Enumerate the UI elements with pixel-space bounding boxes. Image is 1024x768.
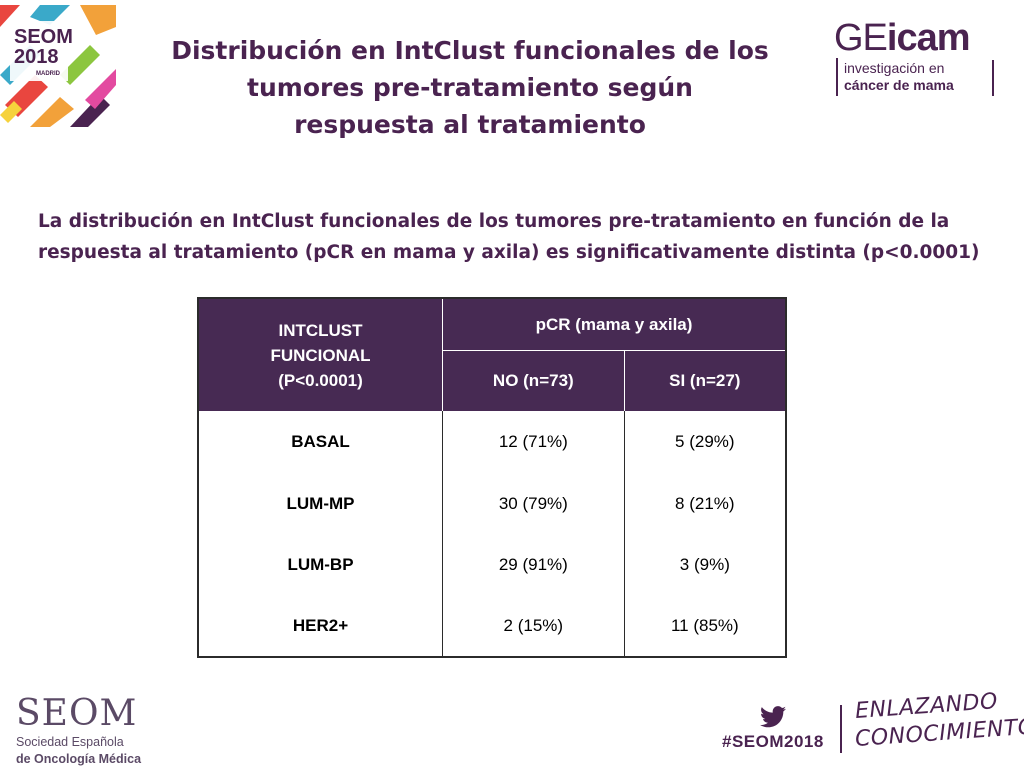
slogan: ENLAZANDO CONOCIMIENTO <box>854 689 1024 752</box>
cell-no: 2 (15%) <box>442 595 625 657</box>
seom-society-line-2: de Oncología Médica <box>16 752 142 766</box>
cell-si: 11 (85%) <box>623 595 786 657</box>
cell-si: 8 (21%) <box>623 473 786 534</box>
cell-si: 3 (9%) <box>623 534 786 595</box>
statement-text: La distribución en IntClust funcionales … <box>38 206 998 268</box>
slide-title: Distribución en IntClust funcionales de … <box>160 32 780 143</box>
seom-society-line-1: Sociedad Española <box>16 735 124 749</box>
statement-line-2: respuesta al tratamiento (pCR en mama y … <box>38 242 980 263</box>
intclust-pcr-table: INTCLUST FUNCIONAL (P<0.0001) pCR (mama … <box>197 297 787 658</box>
twitter-bird-icon <box>760 706 786 733</box>
table-row: LUM-MP 30 (79%) 8 (21%) <box>198 473 786 534</box>
geicam-left-bar <box>836 58 838 96</box>
seom-2018-logo: SEOM 2018 MADRID <box>0 5 116 127</box>
title-line-2: tumores pre-tratamiento según <box>247 73 693 102</box>
geicam-wordmark: GEicam <box>834 17 971 59</box>
seom-logo-year: 2018 <box>14 46 59 68</box>
cell-si: 5 (29%) <box>623 411 786 473</box>
table-row: BASAL 12 (71%) 5 (29%) <box>198 411 786 473</box>
row-category: BASAL <box>291 432 350 451</box>
geicam-logo: GEicam investigación en cáncer de mama <box>828 17 1004 98</box>
geicam-tagline: investigación en cáncer de mama <box>844 60 954 93</box>
seom-society-logo: SEOM Sociedad Española de Oncología Médi… <box>16 696 141 766</box>
seom-logo-text: SEOM <box>14 26 73 48</box>
col-header-no: NO (n=73) <box>442 350 625 411</box>
pcr-group-header: pCR (mama y axila) <box>442 298 786 351</box>
cell-no: 29 (91%) <box>442 534 625 595</box>
table-row: LUM-BP 29 (91%) 3 (9%) <box>198 534 786 595</box>
footer-divider <box>840 705 842 753</box>
title-line-1: Distribución en IntClust funcionales de … <box>171 36 769 65</box>
title-line-3: respuesta al tratamiento <box>294 110 646 139</box>
seom-logo-city: MADRID <box>36 71 61 77</box>
cell-no: 30 (79%) <box>442 473 625 534</box>
col-header-si: SI (n=27) <box>623 350 786 411</box>
statement-line-1: La distribución en IntClust funcionales … <box>38 211 950 232</box>
event-hashtag: #SEOM2018 <box>722 732 824 751</box>
cell-no: 12 (71%) <box>442 411 625 473</box>
row-category: LUM-BP <box>287 554 354 574</box>
geicam-right-bar <box>992 60 994 96</box>
row-category: LUM-MP <box>286 493 355 513</box>
table-row: HER2+ 2 (15%) 11 (85%) <box>198 595 786 657</box>
row-category: HER2+ <box>292 615 349 635</box>
row-header-cell: INTCLUST FUNCIONAL (P<0.0001) <box>198 298 443 411</box>
seom-society-name: SEOM <box>16 693 138 734</box>
